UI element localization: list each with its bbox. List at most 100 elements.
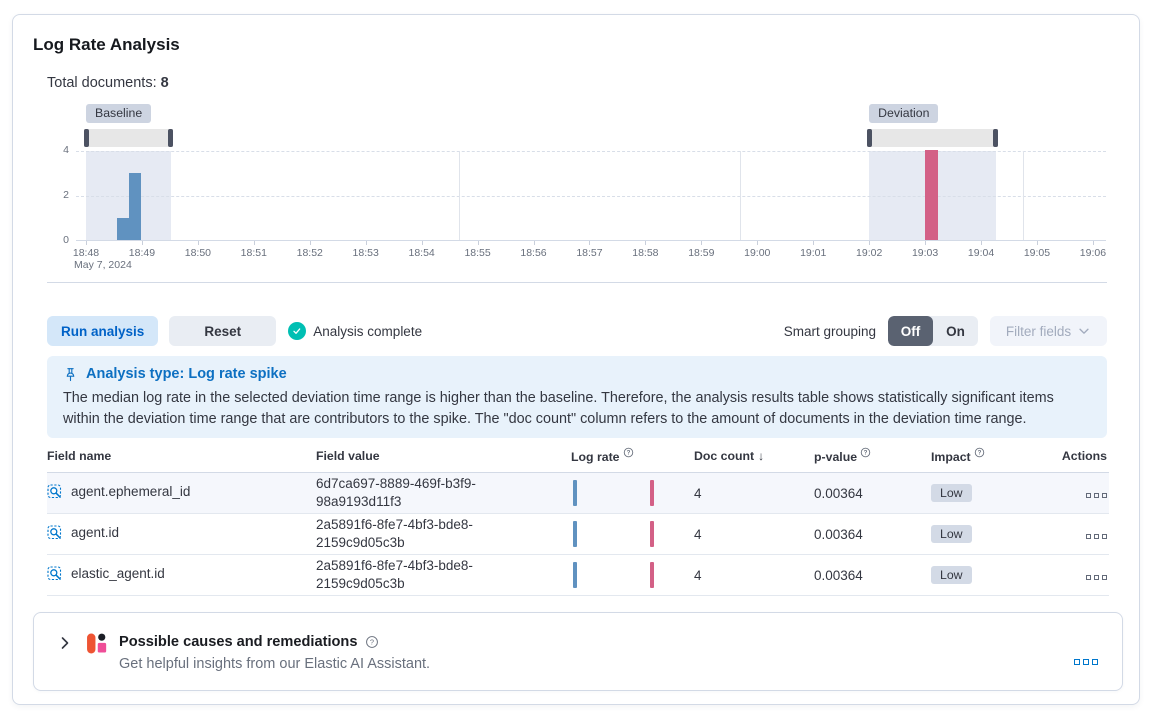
row-actions-button[interactable] <box>1086 574 1107 580</box>
field-value-cell: 2a5891f6-8fe7-4bf3-bde8-2159c9d05c3b <box>316 554 571 596</box>
impact-cell: Low <box>931 513 1051 555</box>
p-value-cell: 0.00364 <box>814 513 931 555</box>
accordion-subtitle: Get helpful insights from our Elastic AI… <box>119 656 431 672</box>
baseline-mini-bar <box>573 480 577 506</box>
accordion-text: Possible causes and remediations ? Get h… <box>119 633 430 672</box>
deviation-brush-right-handle[interactable] <box>992 129 998 147</box>
filter-fields-label: Filter fields <box>1005 323 1072 339</box>
check-circle-icon <box>288 322 307 340</box>
x-axis-label: 18:54 <box>408 247 435 259</box>
column-header-p-value[interactable]: p-value? <box>814 447 931 473</box>
elastic-ai-assistant-logo <box>87 633 107 654</box>
column-header-impact[interactable]: Impact? <box>931 447 1051 473</box>
p-value-cell: 0.00364 <box>814 554 931 596</box>
run-analysis-button[interactable]: Run analysis <box>47 316 159 346</box>
possible-causes-accordion[interactable]: Possible causes and remediations ? Get h… <box>33 612 1123 691</box>
x-axis-tick <box>1092 241 1094 245</box>
divider <box>47 282 1107 283</box>
x-gridline <box>740 151 742 240</box>
row-actions-button[interactable] <box>1086 492 1107 498</box>
assistant-menu-button[interactable] <box>1074 658 1098 665</box>
sort-descending-icon: ↓ <box>758 448 765 463</box>
field-name: elastic_agent.id <box>71 566 165 581</box>
x-axis-label: 18:56 <box>520 247 547 259</box>
question-in-circle-icon[interactable]: ? <box>365 635 379 649</box>
field-value-cell: 6d7ca697-8889-469f-b3f9-98a9193d11f3 <box>316 472 571 514</box>
column-header-field-value[interactable]: Field value <box>316 447 571 473</box>
table-row: elastic_agent.id 2a5891f6-8fe7-4bf3-bde8-… <box>47 554 1109 596</box>
column-header-actions: Actions <box>1051 447 1109 473</box>
total-documents-label: Total documents: <box>47 75 157 91</box>
x-axis-tick <box>813 241 815 245</box>
p-value-cell: 0.00364 <box>814 472 931 514</box>
deviation-mini-bar <box>650 521 654 547</box>
field-search-icon[interactable] <box>47 565 63 582</box>
y-axis-label: 2 <box>63 189 69 201</box>
field-name: agent.ephemeral_id <box>71 484 191 499</box>
filter-fields-button[interactable]: Filter fields <box>990 316 1107 346</box>
column-header-log-rate[interactable]: Log rate? <box>571 447 694 473</box>
x-axis-tick <box>253 241 255 245</box>
impact-badge: Low <box>931 525 972 543</box>
question-in-circle-icon[interactable]: ? <box>623 447 634 458</box>
x-axis-tick <box>533 241 535 245</box>
impact-badge: Low <box>931 566 972 584</box>
x-axis-tick <box>477 241 479 245</box>
baseline-brush[interactable] <box>84 129 173 147</box>
mini-log-rate-chart <box>571 519 683 549</box>
x-axis-label: 18:58 <box>632 247 659 259</box>
deviation-doc-count-bar <box>925 150 939 240</box>
callout-title: Analysis type: Log rate spike <box>86 366 287 382</box>
field-search-icon[interactable] <box>47 524 63 541</box>
reset-button[interactable]: Reset <box>169 316 277 346</box>
analysis-type-callout: Analysis type: Log rate spike The median… <box>47 356 1107 438</box>
baseline-brush-right-handle[interactable] <box>167 129 173 147</box>
x-axis-tick <box>86 241 87 245</box>
question-in-circle-icon[interactable]: ? <box>860 447 871 458</box>
field-name: agent.id <box>71 525 120 540</box>
impact-badge: Low <box>931 484 972 502</box>
chevron-down-icon <box>1079 328 1089 334</box>
smart-grouping-off-button[interactable]: Off <box>888 316 933 346</box>
baseline-mini-bar <box>573 562 577 588</box>
x-axis-label: 19:03 <box>911 247 939 259</box>
column-header-doc-count[interactable]: Doc count ↓ <box>694 447 814 473</box>
chevron-right-icon[interactable] <box>57 635 73 651</box>
mini-log-rate-chart <box>571 560 683 590</box>
x-gridline <box>458 151 460 240</box>
y-axis-label: 4 <box>63 144 69 156</box>
smart-grouping-on-button[interactable]: On <box>933 316 978 346</box>
x-axis-label: 18:57 <box>576 247 603 259</box>
deviation-brush[interactable] <box>867 129 998 147</box>
x-axis-label: 19:02 <box>856 247 883 259</box>
x-axis-label: 18:52 <box>296 247 323 259</box>
actions-cell <box>1051 472 1109 514</box>
x-axis-label: 19:04 <box>967 247 995 259</box>
baseline-mini-bar <box>573 521 577 547</box>
svg-text:?: ? <box>626 450 630 457</box>
callout-body: The median log rate in the selected devi… <box>63 390 1054 427</box>
x-axis-label: 19:06 <box>1079 247 1107 259</box>
x-axis-tick <box>869 241 871 245</box>
doc-count-cell: 4 <box>694 554 814 596</box>
field-name-cell: agent.id <box>47 513 316 555</box>
x-axis-tick <box>645 241 647 245</box>
x-axis-label: 18:51 <box>240 247 267 259</box>
column-header-field-name[interactable]: Field name <box>47 447 316 473</box>
x-axis-tick <box>309 241 311 245</box>
accordion-title: Possible causes and remediations <box>119 634 358 650</box>
doc-count-cell: 4 <box>694 513 814 555</box>
row-actions-button[interactable] <box>1086 533 1107 539</box>
field-name-cell: agent.ephemeral_id <box>47 472 316 514</box>
analysis-results-table: Field name Field value Log rate? Doc cou… <box>47 447 1109 596</box>
field-search-icon[interactable] <box>47 483 63 500</box>
deviation-brush-left-handle[interactable] <box>867 129 873 147</box>
question-in-circle-icon[interactable]: ? <box>974 447 985 458</box>
baseline-brush-left-handle[interactable] <box>84 129 89 147</box>
x-axis-label: 18:53 <box>352 247 379 259</box>
analysis-toolbar: Run analysis Reset Analysis complete Sma… <box>47 316 1107 346</box>
y-axis-label: 0 <box>63 234 69 246</box>
pin-icon <box>66 367 75 381</box>
x-axis-label: 19:01 <box>800 247 827 259</box>
actions-cell <box>1051 554 1109 596</box>
